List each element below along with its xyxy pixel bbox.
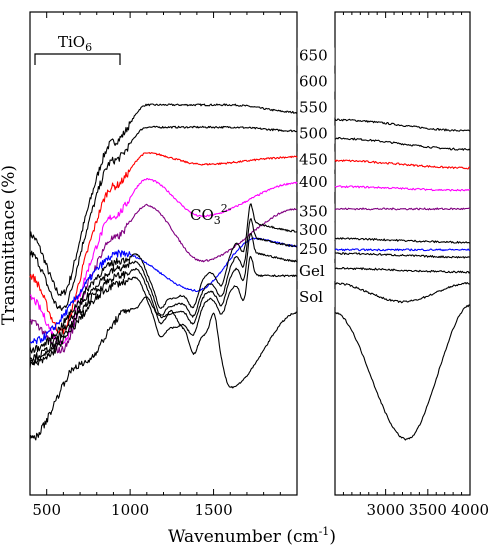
x-tick-label: 3000: [367, 501, 405, 519]
series-line-gel: [29, 255, 298, 369]
series-line-500: [334, 185, 471, 192]
tio6-label: TiO6: [58, 33, 92, 54]
series-line-550: [334, 159, 471, 170]
tio6-bracket: [34, 53, 121, 65]
series-line-650: [334, 118, 471, 132]
series-line-300: [334, 252, 471, 259]
series-label-250: 250: [299, 240, 328, 258]
x-axis-label-close: ): [329, 527, 336, 547]
x-axis-label-sup: -1: [319, 525, 330, 538]
series-line-250: [29, 232, 298, 366]
series-label-bg: [297, 47, 335, 66]
series-line-450: [334, 207, 471, 211]
series-label-bg: [297, 240, 335, 259]
tio6-annotation: TiO6: [34, 33, 121, 65]
series-label-450: 450: [299, 151, 328, 169]
series-label-600: 600: [299, 73, 328, 91]
series-line-450: [29, 203, 298, 354]
series-line-sol: [334, 304, 471, 441]
series-label-bg: [297, 99, 335, 118]
axes: 500 1000 1500 3000 3500 4000: [29, 11, 489, 519]
series-line-gel: [334, 282, 471, 304]
series-line-400: [334, 248, 471, 252]
x-axis-label: Wavenumber (cm-1): [168, 525, 336, 547]
x-tick-label: 3500: [409, 501, 447, 519]
series-label-bg: [297, 151, 335, 170]
series-line-250: [334, 267, 471, 274]
tio6-sub: 6: [85, 41, 92, 54]
series-label-650: 650: [299, 47, 328, 65]
series-label-sol: Sol: [299, 288, 323, 306]
series-line-350: [335, 237, 471, 244]
y-axis-label: Transmittance (%): [0, 165, 19, 325]
series-line-600: [29, 125, 298, 311]
series-label-300: 300: [299, 221, 328, 239]
series-line-300: [29, 218, 298, 362]
series-label-400: 400: [299, 173, 328, 191]
co3-label: CO32-: [190, 202, 232, 227]
series-line-sol: [29, 296, 298, 441]
series-line-600: [334, 136, 471, 151]
series-line-650: [29, 103, 298, 297]
co3-main: CO: [190, 206, 214, 224]
series-label-350: 350: [299, 203, 328, 221]
x-axis-label-main: Wavenumber (cm: [168, 527, 319, 547]
x-tick-label: 500: [32, 501, 61, 519]
tio6-main: TiO: [58, 33, 85, 51]
series-curves: [29, 103, 471, 441]
co3-sub: 3: [214, 214, 221, 227]
series-label-bg: [297, 289, 335, 308]
co3-sup: 2-: [221, 202, 232, 215]
series-label-bg: [297, 203, 335, 222]
series-line-550: [29, 152, 298, 335]
series-line-350: [29, 203, 298, 354]
series-label-bg: [297, 222, 335, 241]
series-label-gel: Gel: [299, 262, 325, 280]
x-tick-label: 1500: [194, 501, 232, 519]
x-tick-label: 4000: [451, 501, 489, 519]
series-label-bg: [297, 73, 335, 92]
series-label-500: 500: [299, 125, 328, 143]
series-label-bg: [297, 263, 335, 282]
x-tick-label: 1000: [111, 501, 149, 519]
series-label-bg: [297, 173, 335, 192]
series-label-bg: [297, 125, 335, 144]
series-label-550: 550: [299, 99, 328, 117]
